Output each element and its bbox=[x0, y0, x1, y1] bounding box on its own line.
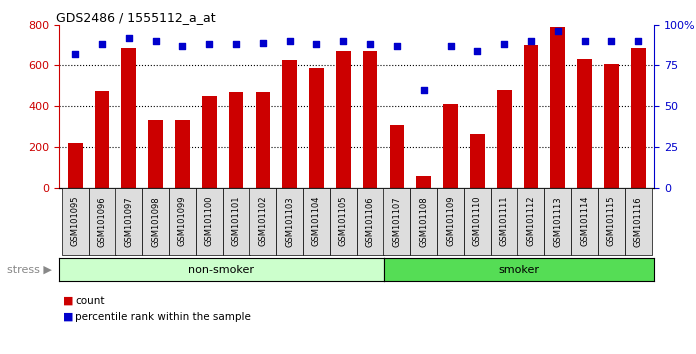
Text: GSM101104: GSM101104 bbox=[312, 196, 321, 246]
Text: stress ▶: stress ▶ bbox=[8, 265, 52, 275]
Point bbox=[606, 38, 617, 44]
Bar bbox=[604, 64, 619, 188]
Bar bbox=[283, 61, 297, 188]
Bar bbox=[122, 48, 136, 188]
Bar bbox=[255, 92, 270, 188]
Bar bbox=[416, 176, 431, 188]
Text: GSM101105: GSM101105 bbox=[339, 196, 348, 246]
Point bbox=[365, 41, 376, 47]
Point bbox=[445, 43, 456, 49]
Bar bbox=[551, 27, 565, 188]
Bar bbox=[229, 92, 244, 188]
Text: GSM101106: GSM101106 bbox=[365, 196, 374, 247]
Text: GSM101096: GSM101096 bbox=[97, 196, 106, 247]
Point bbox=[204, 41, 215, 47]
Point bbox=[418, 87, 429, 93]
Point bbox=[525, 38, 537, 44]
Text: GSM101116: GSM101116 bbox=[633, 196, 642, 247]
Text: GSM101113: GSM101113 bbox=[553, 196, 562, 247]
Text: GSM101110: GSM101110 bbox=[473, 196, 482, 246]
Point bbox=[311, 41, 322, 47]
Point bbox=[338, 38, 349, 44]
Text: GSM101108: GSM101108 bbox=[419, 196, 428, 247]
Point bbox=[123, 35, 134, 41]
Text: GSM101114: GSM101114 bbox=[580, 196, 589, 246]
Text: GSM101115: GSM101115 bbox=[607, 196, 616, 246]
Bar bbox=[148, 120, 163, 188]
Point bbox=[552, 28, 563, 34]
Point bbox=[230, 41, 242, 47]
Text: GSM101112: GSM101112 bbox=[526, 196, 535, 246]
Text: GSM101100: GSM101100 bbox=[205, 196, 214, 246]
Point bbox=[633, 38, 644, 44]
Text: percentile rank within the sample: percentile rank within the sample bbox=[75, 312, 251, 322]
Text: smoker: smoker bbox=[498, 265, 539, 275]
Text: GSM101101: GSM101101 bbox=[232, 196, 241, 246]
Text: non-smoker: non-smoker bbox=[189, 265, 255, 275]
Point bbox=[97, 41, 108, 47]
Point bbox=[579, 38, 590, 44]
Bar bbox=[68, 143, 83, 188]
Bar bbox=[577, 59, 592, 188]
Point bbox=[150, 38, 161, 44]
Bar bbox=[95, 91, 109, 188]
Text: GSM101102: GSM101102 bbox=[258, 196, 267, 246]
Point bbox=[284, 38, 295, 44]
Point bbox=[391, 43, 402, 49]
Bar bbox=[175, 120, 190, 188]
Point bbox=[498, 41, 509, 47]
Text: GDS2486 / 1555112_a_at: GDS2486 / 1555112_a_at bbox=[56, 11, 216, 24]
Bar bbox=[470, 134, 484, 188]
Text: GSM101095: GSM101095 bbox=[71, 196, 80, 246]
Bar bbox=[363, 51, 377, 188]
Text: GSM101103: GSM101103 bbox=[285, 196, 294, 247]
Text: GSM101099: GSM101099 bbox=[178, 196, 187, 246]
Point bbox=[70, 51, 81, 57]
Bar bbox=[497, 90, 512, 188]
Point bbox=[177, 43, 188, 49]
Text: ■: ■ bbox=[63, 312, 77, 322]
Text: GSM101111: GSM101111 bbox=[500, 196, 509, 246]
Text: GSM101107: GSM101107 bbox=[393, 196, 402, 247]
Text: ■: ■ bbox=[63, 296, 77, 306]
Bar bbox=[309, 68, 324, 188]
Text: GSM101098: GSM101098 bbox=[151, 196, 160, 247]
Bar bbox=[523, 45, 538, 188]
Point bbox=[472, 48, 483, 54]
Bar bbox=[443, 104, 458, 188]
Bar bbox=[631, 48, 645, 188]
Bar bbox=[202, 96, 216, 188]
Text: GSM101097: GSM101097 bbox=[125, 196, 134, 247]
Point bbox=[258, 40, 269, 46]
Bar bbox=[390, 125, 404, 188]
Text: GSM101109: GSM101109 bbox=[446, 196, 455, 246]
Bar bbox=[336, 51, 351, 188]
Text: count: count bbox=[75, 296, 104, 306]
